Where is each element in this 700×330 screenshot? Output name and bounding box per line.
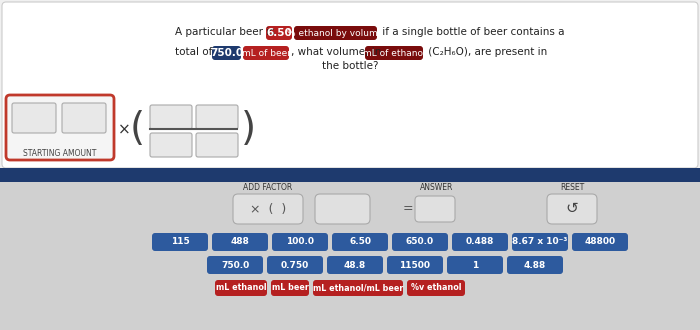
FancyBboxPatch shape: [332, 233, 388, 251]
Text: % ethanol by volume: % ethanol by volume: [287, 28, 384, 38]
Text: mL ethanol: mL ethanol: [216, 283, 266, 292]
FancyBboxPatch shape: [452, 233, 508, 251]
Text: ): ): [240, 110, 256, 148]
FancyBboxPatch shape: [272, 233, 328, 251]
Text: ×: ×: [118, 122, 130, 138]
Text: mL beer: mL beer: [272, 283, 309, 292]
Text: 115: 115: [171, 238, 190, 247]
FancyBboxPatch shape: [267, 256, 323, 274]
FancyBboxPatch shape: [243, 46, 289, 60]
FancyBboxPatch shape: [313, 280, 403, 296]
Text: mL ethanol/mL beer: mL ethanol/mL beer: [313, 283, 403, 292]
Text: ×  (  ): × ( ): [250, 203, 286, 215]
FancyBboxPatch shape: [0, 182, 700, 330]
Text: 650.0: 650.0: [406, 238, 434, 247]
Text: 6.50: 6.50: [266, 28, 292, 38]
FancyBboxPatch shape: [6, 95, 114, 160]
Text: if a single bottle of beer contains a: if a single bottle of beer contains a: [379, 27, 564, 37]
Text: 1: 1: [472, 260, 478, 270]
Text: mL of ethanol: mL of ethanol: [363, 49, 426, 57]
FancyBboxPatch shape: [150, 105, 192, 129]
FancyBboxPatch shape: [547, 194, 597, 224]
FancyBboxPatch shape: [315, 194, 370, 224]
Text: 750.0: 750.0: [221, 260, 249, 270]
FancyBboxPatch shape: [150, 133, 192, 157]
FancyBboxPatch shape: [0, 168, 700, 182]
FancyBboxPatch shape: [415, 196, 455, 222]
FancyBboxPatch shape: [207, 256, 263, 274]
Text: 48.8: 48.8: [344, 260, 366, 270]
FancyBboxPatch shape: [212, 46, 241, 60]
Text: 11500: 11500: [400, 260, 430, 270]
Text: 6.50: 6.50: [349, 238, 371, 247]
Text: 488: 488: [230, 238, 249, 247]
FancyBboxPatch shape: [392, 233, 448, 251]
Text: %v ethanol: %v ethanol: [411, 283, 461, 292]
FancyBboxPatch shape: [196, 105, 238, 129]
FancyBboxPatch shape: [12, 103, 56, 133]
Text: (C₂H₆O), are present in: (C₂H₆O), are present in: [425, 47, 547, 57]
FancyBboxPatch shape: [233, 194, 303, 224]
Text: the bottle?: the bottle?: [322, 61, 378, 71]
FancyBboxPatch shape: [447, 256, 503, 274]
Text: mL of beer: mL of beer: [241, 49, 290, 57]
Text: total of: total of: [175, 47, 212, 57]
Text: STARTING AMOUNT: STARTING AMOUNT: [23, 148, 97, 157]
FancyBboxPatch shape: [512, 233, 568, 251]
FancyBboxPatch shape: [215, 280, 267, 296]
Text: ADD FACTOR: ADD FACTOR: [244, 183, 293, 192]
FancyBboxPatch shape: [407, 280, 465, 296]
FancyBboxPatch shape: [212, 233, 268, 251]
FancyBboxPatch shape: [294, 26, 377, 40]
FancyBboxPatch shape: [271, 280, 309, 296]
Text: , what volume, in: , what volume, in: [291, 47, 382, 57]
Text: 48800: 48800: [584, 238, 615, 247]
FancyBboxPatch shape: [196, 133, 238, 157]
Text: ↺: ↺: [566, 201, 578, 215]
Text: 100.0: 100.0: [286, 238, 314, 247]
Text: 8.67 x 10⁻³: 8.67 x 10⁻³: [512, 238, 568, 247]
FancyBboxPatch shape: [572, 233, 628, 251]
Text: A particular beer is: A particular beer is: [175, 27, 274, 37]
Text: 4.88: 4.88: [524, 260, 546, 270]
FancyBboxPatch shape: [2, 2, 698, 168]
FancyBboxPatch shape: [62, 103, 106, 133]
Text: 0.488: 0.488: [466, 238, 494, 247]
Text: 750.0: 750.0: [210, 48, 243, 58]
Text: (: (: [130, 110, 145, 148]
FancyBboxPatch shape: [327, 256, 383, 274]
FancyBboxPatch shape: [387, 256, 443, 274]
Text: RESET: RESET: [560, 183, 584, 192]
FancyBboxPatch shape: [507, 256, 563, 274]
FancyBboxPatch shape: [266, 26, 292, 40]
Text: =: =: [402, 203, 413, 215]
Text: 0.750: 0.750: [281, 260, 309, 270]
FancyBboxPatch shape: [152, 233, 208, 251]
FancyBboxPatch shape: [365, 46, 423, 60]
Text: ANSWER: ANSWER: [420, 183, 454, 192]
